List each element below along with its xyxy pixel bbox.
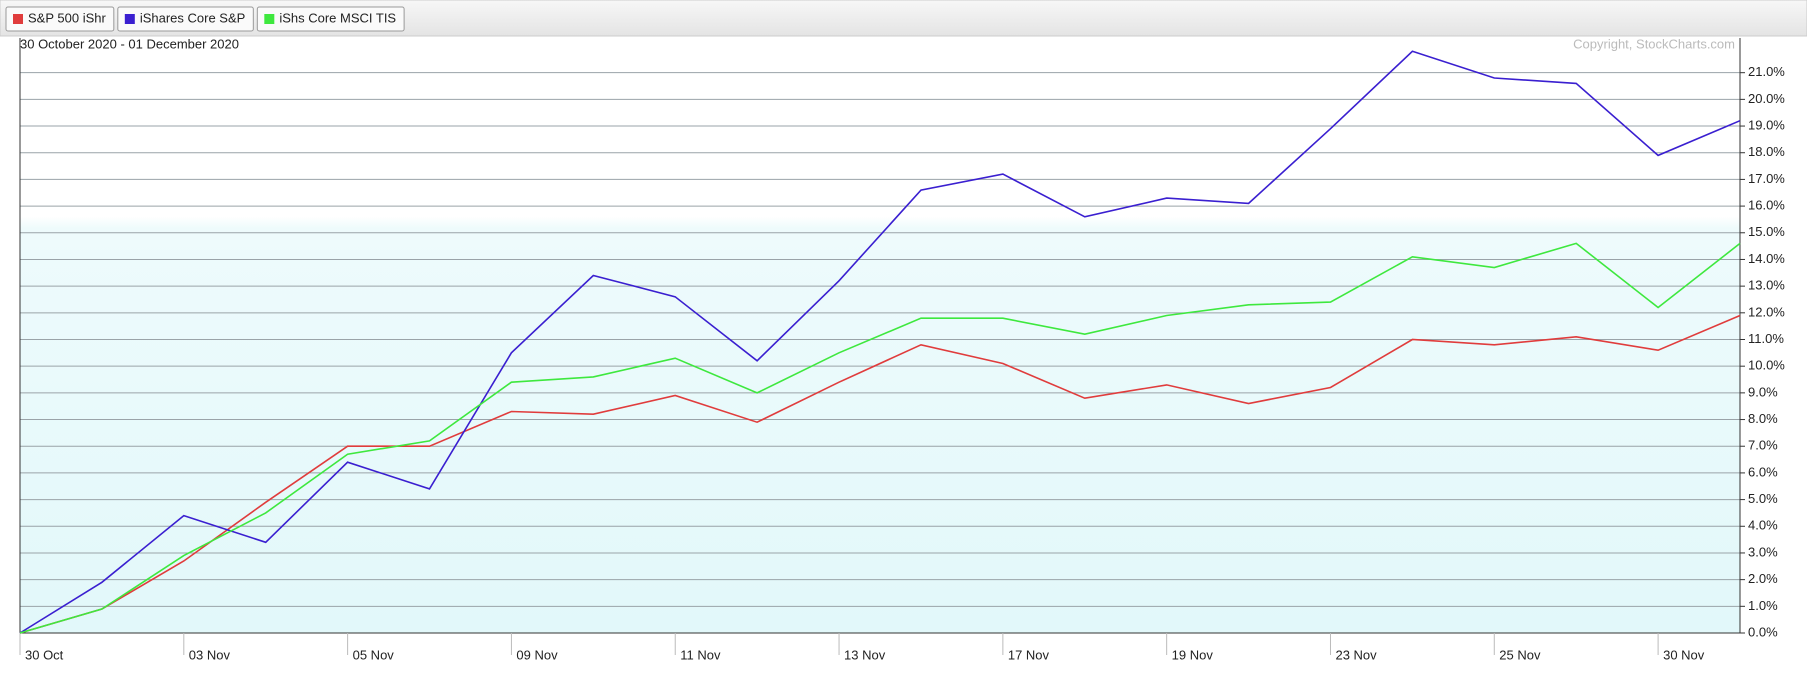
y-tick-label: 21.0% — [1748, 64, 1785, 79]
y-tick-label: 0.0% — [1748, 624, 1778, 639]
legend-button — [117, 6, 254, 32]
y-tick-label: 10.0% — [1748, 358, 1785, 373]
x-tick-label: 05 Nov — [353, 647, 395, 662]
legend-swatch — [264, 14, 275, 24]
y-tick-label: 8.0% — [1748, 411, 1778, 426]
copyright: Copyright, StockCharts.com — [1573, 36, 1735, 51]
legend-item[interactable]: S&P 500 iShr — [5, 6, 115, 32]
y-tick-label: 2.0% — [1748, 571, 1778, 586]
x-tick-label: 09 Nov — [516, 647, 558, 662]
series-line — [19, 314, 1741, 634]
series-line — [19, 50, 1741, 634]
y-tick-label: 6.0% — [1748, 464, 1778, 479]
subtitle: 30 October 2020 - 01 December 2020 — [20, 36, 239, 51]
y-tick-label: 17.0% — [1748, 171, 1785, 186]
legend-swatch — [13, 14, 23, 24]
legend-label: S&P 500 iShr — [28, 10, 106, 25]
y-tick-label: 16.0% — [1748, 198, 1785, 213]
y-tick-label: 19.0% — [1748, 117, 1785, 132]
x-tick-label: 13 Nov — [844, 647, 886, 662]
legend-swatch — [124, 14, 135, 24]
legend-item[interactable]: iShares Core S&P — [117, 6, 254, 32]
x-tick-label: 11 Nov — [680, 647, 721, 662]
x-tick-label: 03 Nov — [189, 647, 231, 662]
y-tick-label: 13.0% — [1748, 278, 1785, 293]
y-tick-label: 15.0% — [1748, 224, 1785, 239]
legend-label: iShares Core S&P — [140, 10, 246, 25]
y-tick-label: 14.0% — [1748, 251, 1785, 266]
x-tick-label: 30 Oct — [25, 647, 64, 662]
y-tick-label: 20.0% — [1748, 91, 1785, 106]
y-tick-label: 12.0% — [1748, 304, 1785, 319]
series-line — [19, 242, 1741, 634]
y-tick-label: 9.0% — [1748, 384, 1778, 399]
y-tick-label: 7.0% — [1748, 438, 1778, 453]
legend-button — [5, 6, 115, 32]
x-tick-label: 19 Nov — [1172, 647, 1214, 662]
y-tick-label: 4.0% — [1748, 518, 1778, 533]
legend-item[interactable]: iShs Core MSCI TIS — [256, 6, 405, 32]
x-tick-label: 23 Nov — [1335, 647, 1377, 662]
y-tick-label: 11.0% — [1748, 331, 1784, 346]
y-tick-label: 1.0% — [1748, 598, 1778, 613]
y-tick-label: 18.0% — [1748, 144, 1785, 159]
x-tick-label: 25 Nov — [1499, 647, 1541, 662]
y-tick-label: 3.0% — [1748, 544, 1778, 559]
y-tick-label: 5.0% — [1748, 491, 1778, 506]
legend-label: iShs Core MSCI TIS — [279, 10, 396, 25]
x-tick-label: 30 Nov — [1663, 647, 1705, 662]
x-tick-label: 17 Nov — [1008, 647, 1050, 662]
legend-button — [256, 6, 405, 32]
